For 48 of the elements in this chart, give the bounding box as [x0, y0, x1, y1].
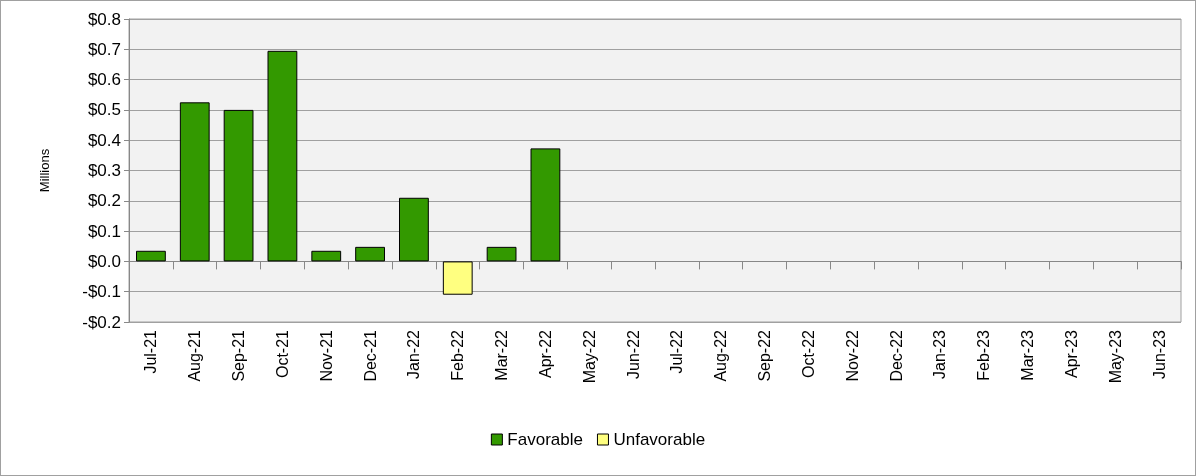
bar: [136, 250, 166, 262]
x-tick-label: Jun-23: [1150, 329, 1168, 379]
bar: [355, 246, 385, 262]
x-tick-label: Nov-22: [843, 329, 861, 382]
x-tick-label: Mar-22: [493, 329, 511, 381]
y-tick-label: $0.7: [87, 39, 121, 59]
bar: [179, 102, 210, 262]
legend-label: Unfavorable: [613, 430, 706, 449]
x-tick-label: Apr-22: [536, 329, 554, 379]
bar: [442, 261, 473, 295]
bar: [486, 246, 517, 262]
x-tick-label: Jun-22: [624, 329, 642, 379]
bar: [267, 50, 298, 262]
x-tick-label: Oct-22: [799, 329, 817, 379]
x-tick-label: Sep-21: [230, 329, 248, 382]
legend-label: Favorable: [507, 430, 583, 449]
bar: [399, 197, 429, 262]
bar: [530, 148, 561, 262]
x-tick-label: Jul-22: [668, 329, 686, 374]
y-tick-label: -$0.2: [82, 312, 121, 332]
x-tick-label: Jan-22: [405, 329, 423, 379]
x-tick-label: Dec-21: [361, 329, 379, 382]
x-tick-label: Aug-22: [712, 329, 730, 382]
y-axis-title: Millions: [37, 148, 52, 193]
y-tick-label: $0.0: [87, 251, 121, 271]
x-tick-label: Nov-21: [317, 329, 335, 382]
y-tick-label: $0.5: [87, 100, 121, 120]
x-tick-label: Jul-21: [142, 329, 160, 374]
y-tick-label: $0.8: [87, 9, 121, 29]
y-tick-label: $0.6: [87, 70, 121, 90]
x-tick-label: Sep-22: [756, 329, 774, 382]
y-tick-label: $0.4: [87, 130, 121, 150]
x-tick-label: Feb-23: [975, 329, 993, 381]
y-tick-label: $0.3: [87, 161, 121, 180]
y-tick-label: $0.2: [87, 191, 121, 211]
x-tick-label: Oct-21: [273, 329, 291, 379]
x-tick-label: Apr-23: [1062, 329, 1080, 379]
y-tick-label: $0.1: [87, 221, 121, 241]
x-tick-label: Jan-23: [931, 329, 949, 379]
x-tick-label: Dec-22: [887, 329, 905, 382]
x-tick-label: May-22: [580, 329, 598, 384]
x-tick-label: Mar-23: [1019, 329, 1037, 381]
y-tick-label: -$0.1: [82, 282, 121, 302]
x-tick-label: May-23: [1106, 329, 1124, 384]
x-tick-label: Feb-22: [449, 329, 467, 381]
x-tick-label: Aug-21: [186, 329, 204, 382]
bar: [223, 109, 254, 262]
bar: [311, 250, 342, 262]
